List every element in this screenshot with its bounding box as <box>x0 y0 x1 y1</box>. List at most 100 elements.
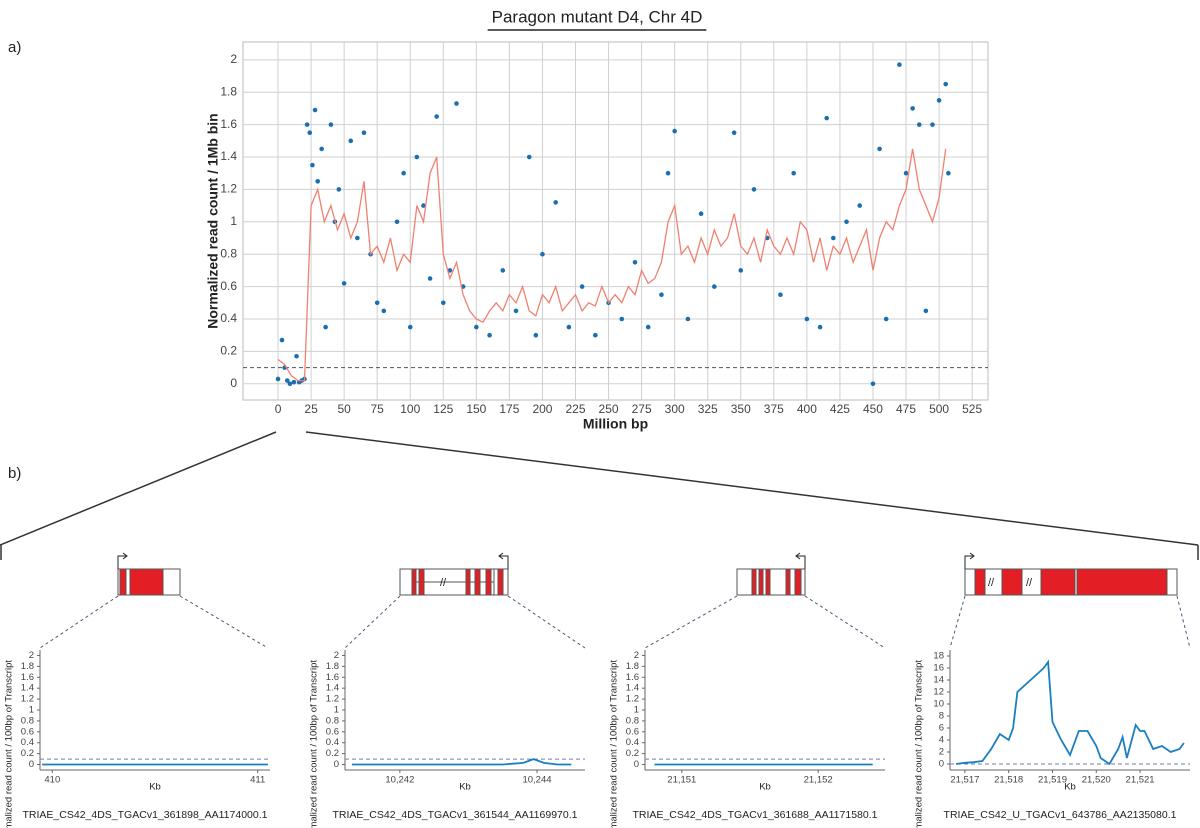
x-tick-label: 25 <box>304 402 318 416</box>
svg-text://: // <box>988 577 995 589</box>
point <box>287 381 293 387</box>
y-tick-label: 2 <box>634 650 639 661</box>
y-axis-label: Normalized read count / 1Mb bin <box>205 113 221 328</box>
trend-line <box>277 148 947 382</box>
point <box>407 324 413 330</box>
x-tick-label: 450 <box>863 402 883 416</box>
point <box>946 170 951 176</box>
y-tick-label: 8 <box>939 711 944 722</box>
point <box>307 130 313 136</box>
x-tick-label: 21,519 <box>1038 775 1067 786</box>
point <box>440 300 446 306</box>
y-axis-label: Normalized read count / 100bp of Transcr… <box>609 660 620 828</box>
point <box>421 203 426 208</box>
y-tick-label: 1 <box>29 705 34 716</box>
y-tick-label: 1.8 <box>326 661 339 672</box>
y-tick-label: 0 <box>230 376 237 390</box>
y-tick-label: 1.4 <box>626 683 639 694</box>
x-tick-label: 21,520 <box>1082 775 1111 786</box>
x-tick-label: 200 <box>532 402 552 416</box>
y-tick-label: 12 <box>933 687 944 698</box>
point <box>791 170 796 176</box>
y-axis-label: Normalized read count / 100bp of Transcr… <box>309 660 320 828</box>
y-tick-label: 0 <box>939 759 944 770</box>
x-tick-label: 500 <box>929 402 949 416</box>
point <box>284 378 290 383</box>
y-axis-label: Normalized read count / 100bp of Transcr… <box>4 660 15 828</box>
point <box>304 122 310 127</box>
point <box>916 122 922 127</box>
point <box>665 170 671 176</box>
point <box>434 114 439 119</box>
y-tick-label: 1.8 <box>626 661 639 672</box>
point <box>294 353 299 359</box>
zoom-line <box>0 431 277 546</box>
y-tick-label: 4 <box>939 735 944 746</box>
x-tick-label: 410 <box>44 775 60 786</box>
y-tick-label: 1.4 <box>220 149 237 163</box>
point <box>553 200 558 205</box>
point <box>731 130 737 136</box>
point <box>903 170 909 176</box>
y-tick-label: 0 <box>634 759 639 770</box>
y-tick-label: 1.2 <box>21 694 34 705</box>
point <box>310 162 315 168</box>
x-tick-label: 21,517 <box>950 775 979 786</box>
y-tick-label: 1.6 <box>626 672 639 683</box>
transcript-name: TRIAE_CS42_4DS_TGACv1_361544_AA1169970.1 <box>333 809 578 821</box>
point <box>672 128 677 134</box>
point <box>454 101 459 106</box>
point <box>348 138 354 144</box>
point <box>323 324 328 330</box>
point <box>844 219 849 225</box>
point <box>619 316 625 322</box>
y-tick-label: 0.8 <box>21 715 34 726</box>
point <box>685 316 691 322</box>
point <box>279 337 285 343</box>
y-tick-label: 0.6 <box>626 726 639 737</box>
point <box>645 324 651 330</box>
point <box>533 332 539 338</box>
x-tick-label: 21,151 <box>667 775 696 786</box>
point <box>877 146 882 152</box>
x-tick-label: 21,521 <box>1126 775 1155 786</box>
x-tick-label: 10,244 <box>522 775 551 786</box>
x-tick-label: 175 <box>499 402 519 416</box>
point <box>474 324 479 330</box>
point <box>751 187 757 192</box>
x-tick-label: 125 <box>433 402 453 416</box>
point <box>540 251 545 257</box>
y-tick-label: 0.6 <box>220 279 237 293</box>
svg-text://: // <box>440 577 447 589</box>
point <box>712 284 717 289</box>
point <box>336 187 342 192</box>
y-tick-label: 0.4 <box>626 737 639 748</box>
y-tick-label: 1 <box>230 214 237 228</box>
transcript-name: TRIAE_CS42_4DS_TGACv1_361898_AA1174000.1 <box>23 809 268 821</box>
point <box>447 268 453 273</box>
point <box>526 154 532 160</box>
point <box>566 324 572 330</box>
panel-label: b) <box>8 465 21 482</box>
y-tick-label: 0.6 <box>326 726 339 737</box>
x-tick-label: 350 <box>731 402 751 416</box>
point <box>883 316 889 322</box>
y-axis-label: Normalized read count / 100bp of Transcr… <box>914 660 925 828</box>
point <box>427 276 433 281</box>
y-tick-label: 1.2 <box>626 694 639 705</box>
x-tick-label: 50 <box>337 402 351 416</box>
x-tick-label: 275 <box>632 402 652 416</box>
transcript-name: TRIAE_CS42_4DS_TGACv1_361688_AA1171580.1 <box>633 809 878 821</box>
y-tick-label: 1.6 <box>220 117 237 131</box>
y-tick-label: 0.8 <box>626 715 639 726</box>
x-tick-label: 21,152 <box>804 775 833 786</box>
point <box>804 316 810 322</box>
y-tick-label: 0.2 <box>220 344 237 358</box>
zoom-lines <box>0 431 1199 560</box>
point <box>659 292 664 298</box>
point <box>341 281 347 286</box>
point <box>291 379 297 385</box>
coverage-line <box>955 659 1185 766</box>
x-tick-label: 100 <box>400 402 420 416</box>
point <box>401 170 406 176</box>
